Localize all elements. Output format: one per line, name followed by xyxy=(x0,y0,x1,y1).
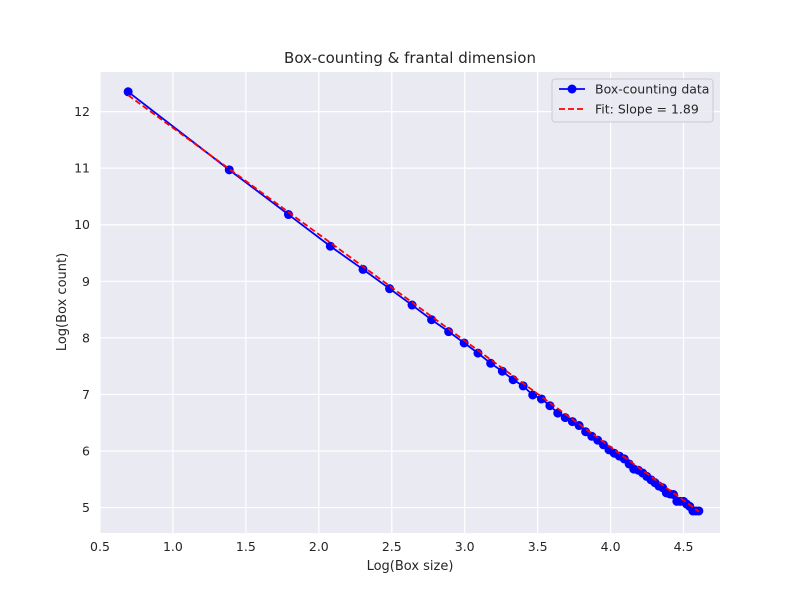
chart-title: Box-counting & frantal dimension xyxy=(284,49,536,67)
y-tick-label: 5 xyxy=(82,500,90,515)
box-counting-point xyxy=(497,366,507,376)
legend: Box-counting data Fit: Slope = 1.89 xyxy=(551,78,714,123)
x-tick-label: 3.0 xyxy=(455,539,475,554)
box-counting-point xyxy=(427,315,437,325)
box-counting-point xyxy=(518,381,528,391)
y-tick-label: 10 xyxy=(74,217,90,232)
box-counting-point xyxy=(459,338,469,348)
box-counting-point xyxy=(486,358,496,368)
box-counting-point xyxy=(528,390,538,400)
box-counting-point xyxy=(574,421,584,431)
y-tick-label: 6 xyxy=(82,443,90,458)
x-axis-label: Log(Box size) xyxy=(367,559,454,574)
y-tick-label: 9 xyxy=(82,274,90,289)
y-axis-label: Log(Box count) xyxy=(55,253,70,351)
x-axis-ticks: 0.5 1.0 1.5 2.0 2.5 3.0 3.5 4.0 4.5 xyxy=(90,539,693,554)
box-counting-point xyxy=(407,300,417,310)
x-tick-label: 2.5 xyxy=(382,539,402,554)
x-tick-label: 2.0 xyxy=(309,539,329,554)
y-tick-label: 12 xyxy=(74,104,90,119)
x-tick-label: 4.0 xyxy=(601,539,621,554)
box-counting-point xyxy=(283,210,293,220)
y-tick-label: 8 xyxy=(82,330,90,345)
legend-box xyxy=(551,78,714,123)
x-tick-label: 1.5 xyxy=(236,539,256,554)
fit-line xyxy=(127,94,700,513)
box-counting-point xyxy=(508,375,518,385)
x-tick-label: 4.5 xyxy=(674,539,694,554)
legend-label-box-counting: Box-counting data xyxy=(595,82,709,97)
box-counting-point xyxy=(567,417,577,427)
x-tick-label: 3.5 xyxy=(528,539,548,554)
y-tick-label: 11 xyxy=(74,161,90,176)
y-tick-label: 7 xyxy=(82,387,90,402)
box-counting-point xyxy=(444,327,454,337)
box-counting-point xyxy=(668,490,678,500)
legend-label-fit: Fit: Slope = 1.89 xyxy=(595,102,699,117)
legend-marker-box-counting xyxy=(567,84,577,94)
box-counting-point xyxy=(473,348,483,358)
box-counting-point xyxy=(123,87,133,97)
box-counting-point xyxy=(385,284,395,294)
box-counting-point xyxy=(536,394,546,404)
x-tick-label: 1.0 xyxy=(163,539,183,554)
y-axis-ticks: 5 6 7 8 9 10 11 12 xyxy=(74,104,90,515)
box-counting-point xyxy=(325,241,335,251)
x-tick-label: 0.5 xyxy=(90,539,110,554)
series-layer xyxy=(123,87,704,516)
